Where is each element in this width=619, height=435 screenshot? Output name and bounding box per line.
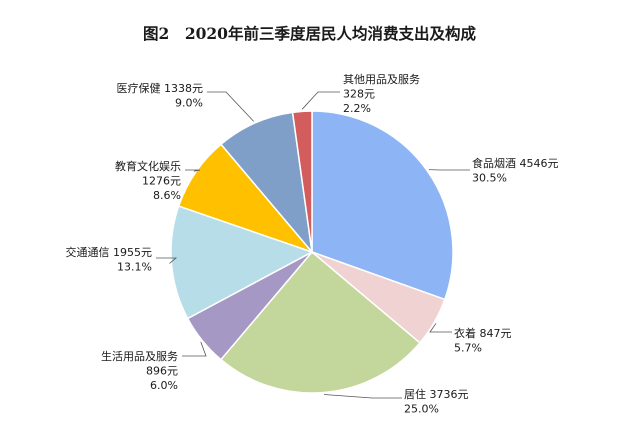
leader-line-6: [207, 91, 254, 122]
leader-line-7: [301, 91, 340, 110]
slice-value: 896元: [146, 365, 178, 378]
slice-value: 1276元: [142, 175, 181, 188]
slice-value: 328元: [343, 88, 375, 101]
slice-label-name: 食品烟酒 4546元: [472, 156, 559, 170]
slice-value: 847元: [476, 327, 512, 340]
slice-label-name: 衣着 847元: [454, 326, 512, 340]
leader-line-5: [185, 169, 201, 172]
slice-percent: 5.7%: [454, 342, 482, 355]
slice-percent: 8.6%: [153, 189, 181, 202]
chart-title: 图2 2020年前三季度居民人均消费支出及构成: [143, 24, 476, 43]
slice-name: 其他用品及服务: [343, 73, 420, 86]
leader-line-1: [429, 323, 452, 333]
slice-name: 医疗保健: [117, 81, 161, 95]
slice-percent: 6.0%: [150, 379, 178, 392]
slice-name: 居住: [404, 387, 426, 401]
slice-percent: 30.5%: [472, 172, 507, 185]
leader-line-3: [182, 341, 207, 357]
pie-slice-2: [219, 250, 421, 394]
pie-slice-6: [219, 111, 314, 255]
slice-name: 教育文化娱乐: [115, 159, 181, 173]
pie-slice-7: [291, 110, 313, 253]
slice-name: 交通通信: [66, 245, 110, 259]
pie-slice-0: [311, 110, 454, 301]
slice-label-name: 医疗保健 1338元: [117, 81, 204, 95]
slice-percent: 13.1%: [117, 261, 152, 274]
slice-value: 1955元: [110, 246, 153, 259]
slice-label-name: 居住 3736元: [404, 387, 469, 401]
slice-percent: 2.2%: [343, 102, 371, 115]
slice-percent: 25.0%: [404, 403, 439, 416]
pie-slice-4: [170, 205, 314, 320]
slice-value: 3736元: [426, 388, 469, 401]
slice-value: 4546元: [516, 157, 559, 170]
slice-name: 食品烟酒: [472, 156, 516, 170]
slice-percent: 9.0%: [175, 97, 203, 110]
slice-name: 生活用品及服务: [101, 349, 178, 363]
slice-name: 衣着: [454, 326, 476, 340]
slice-label-name: 交通通信 1955元: [66, 245, 153, 259]
slice-value: 1338元: [161, 82, 204, 95]
leader-line-2: [323, 394, 402, 399]
leader-line-4: [156, 257, 178, 264]
